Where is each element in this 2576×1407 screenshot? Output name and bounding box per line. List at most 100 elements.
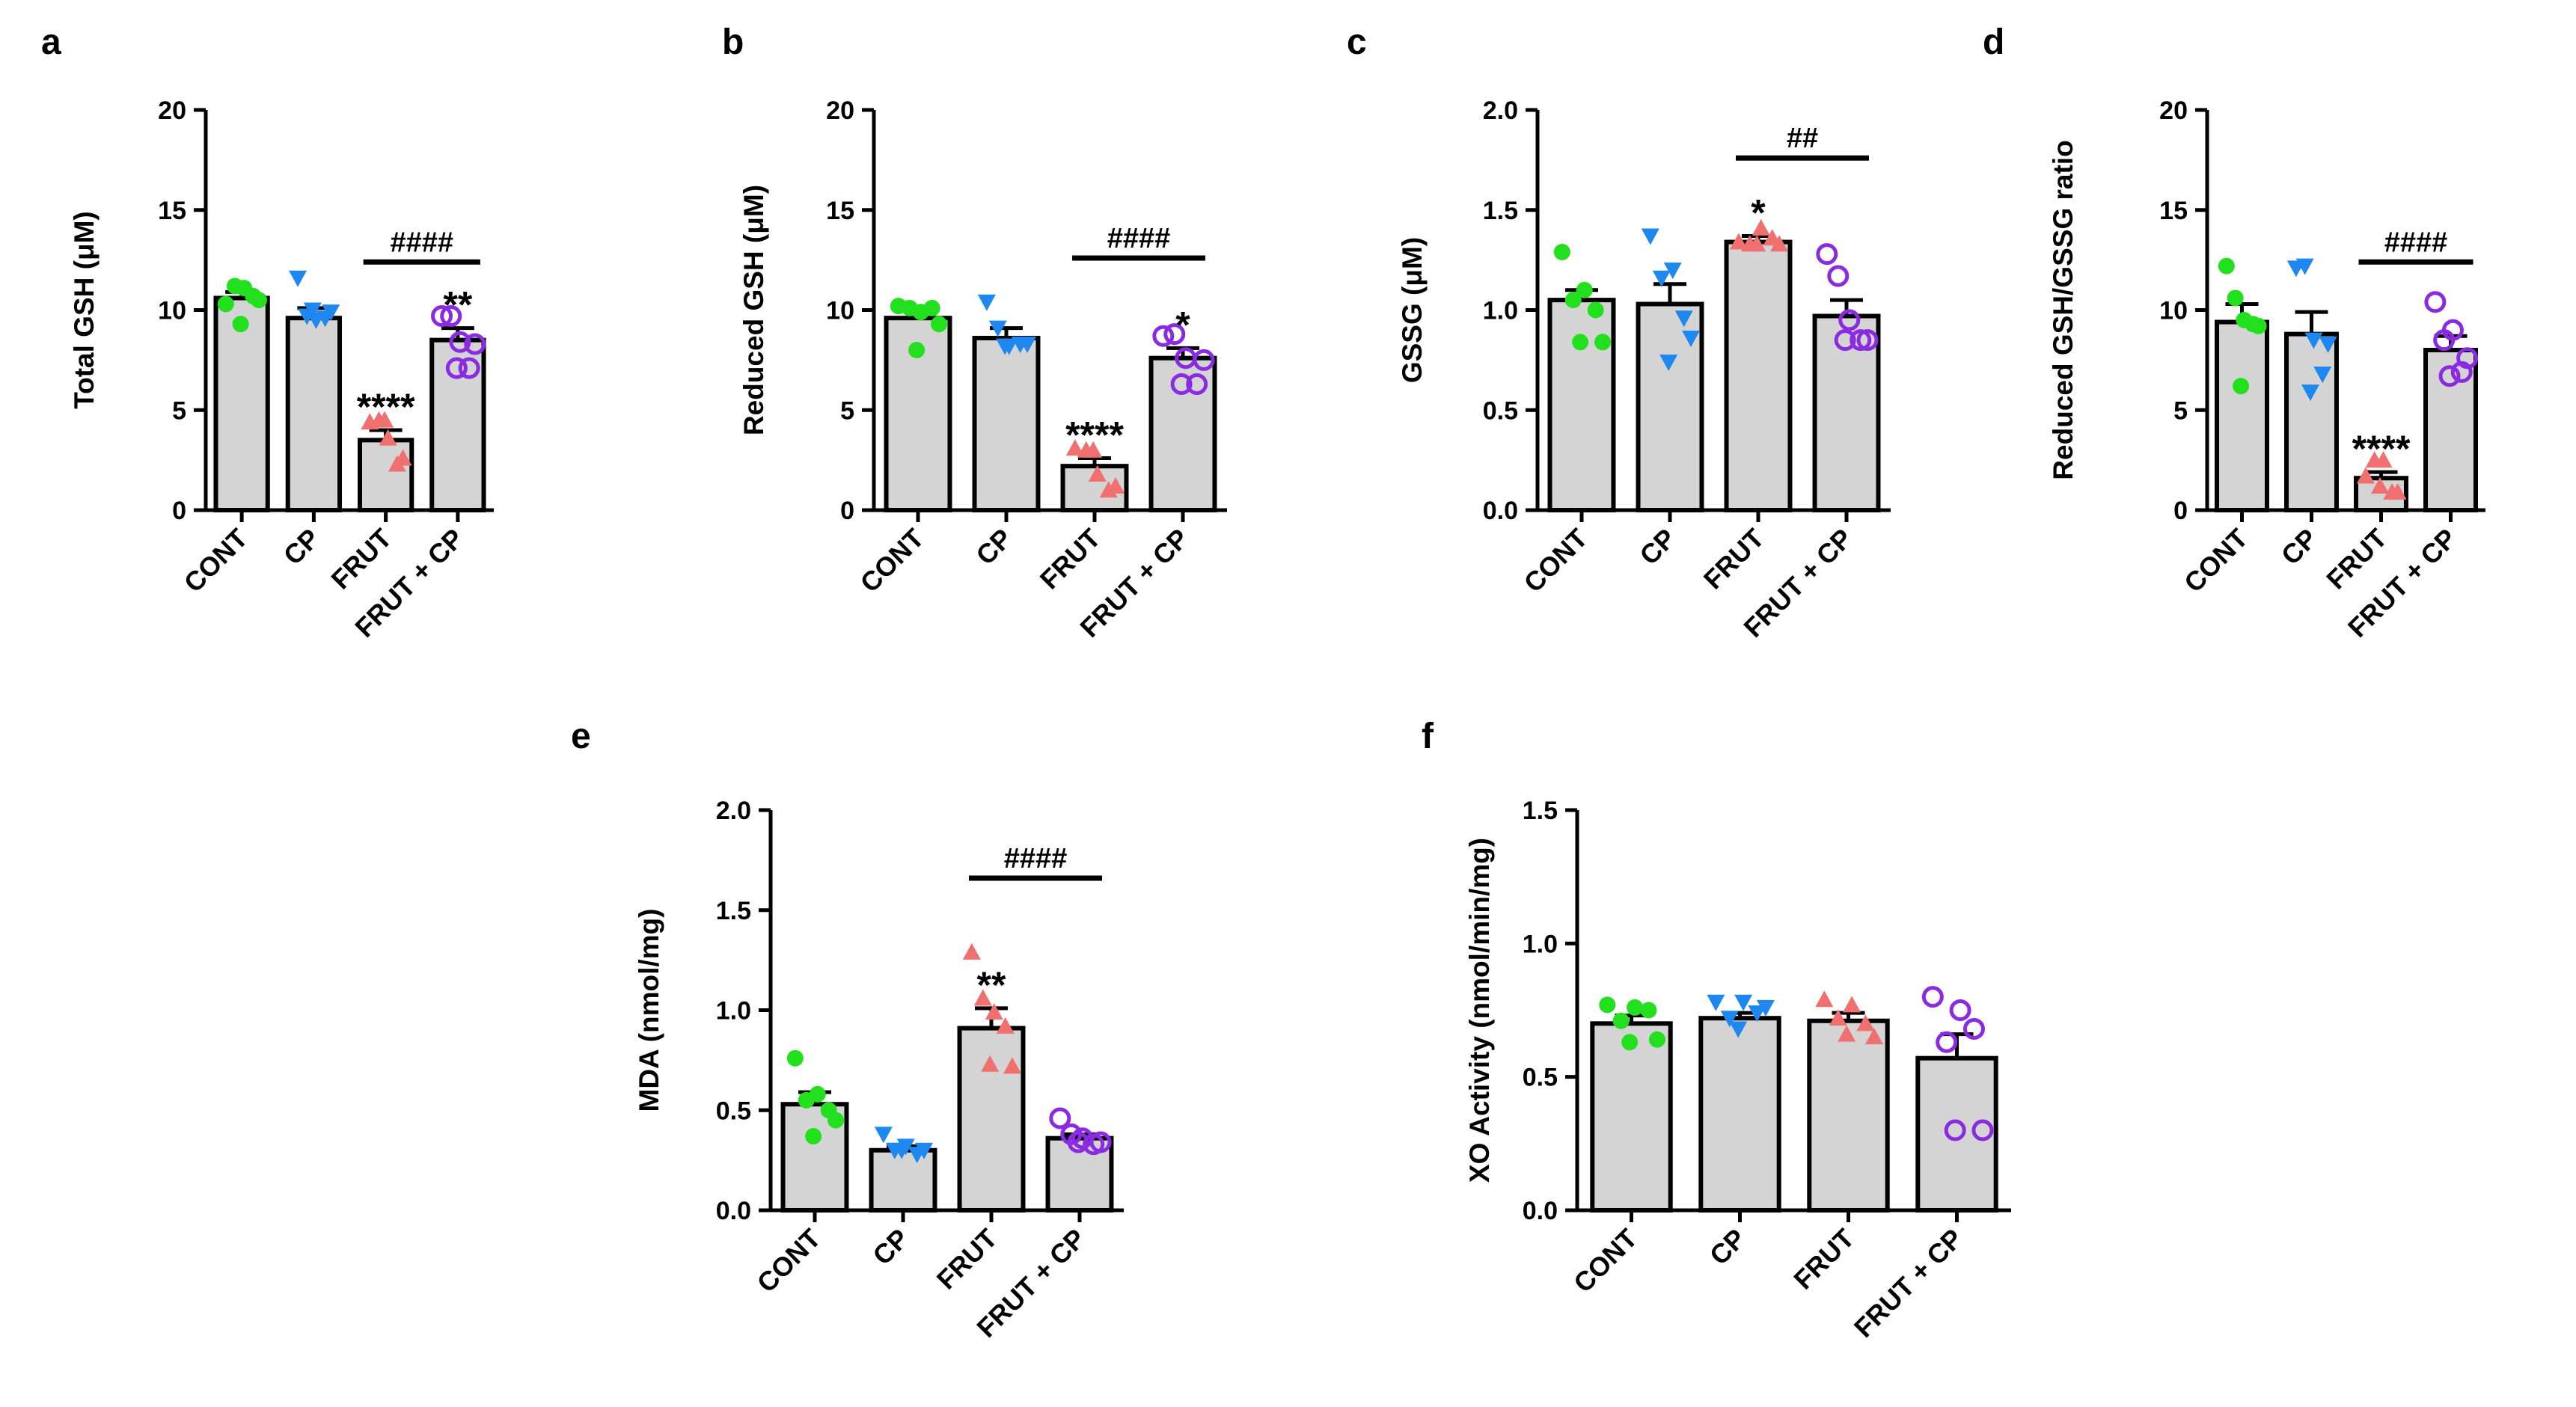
data-point (1612, 1012, 1630, 1029)
data-point (2233, 378, 2250, 395)
bar (285, 316, 343, 512)
data-point (996, 338, 1015, 355)
data-point (2319, 336, 2337, 353)
data-point (250, 292, 267, 309)
category-label: CP (278, 523, 325, 571)
data-point (449, 331, 471, 353)
data-point (1838, 309, 1861, 331)
data-point (2441, 319, 2464, 341)
data-point (2227, 289, 2244, 307)
bar (1590, 1021, 1673, 1213)
data-point (1663, 263, 1682, 279)
significance-label: **** (2352, 428, 2411, 470)
category-label: CP (970, 523, 1018, 571)
significance-label: * (1751, 192, 1766, 234)
data-point (1834, 329, 1856, 352)
data-point (2424, 291, 2447, 313)
data-point (1084, 441, 1103, 458)
y-tick-label: 15 (2159, 197, 2188, 225)
data-point (1734, 994, 1753, 1011)
data-point (1850, 329, 1872, 352)
category-label: CP (2275, 523, 2323, 571)
data-point (1065, 439, 1084, 456)
data-point (1843, 996, 1861, 1013)
data-point (1971, 1119, 1994, 1141)
y-tick-label: 5 (172, 396, 186, 425)
significance-label: **** (357, 386, 415, 428)
data-point (1949, 999, 1971, 1021)
y-axis-label: Reduced GSH/GSSG ratio (2048, 140, 2078, 479)
data-point (431, 305, 453, 328)
bar (869, 1147, 937, 1213)
category-label: CP (1633, 523, 1681, 571)
comparison-label: #### (2384, 227, 2448, 258)
data-point (915, 1142, 934, 1159)
data-point (464, 333, 486, 355)
category-label: CONT (751, 1223, 827, 1299)
bar (972, 335, 1041, 513)
y-tick-label: 20 (2159, 96, 2188, 125)
y-tick-label: 10 (826, 297, 854, 325)
y-tick-label: 0 (840, 497, 854, 525)
category-label: CONT (1518, 523, 1594, 598)
y-tick-label: 0.5 (1483, 396, 1518, 425)
y-tick-label: 15 (158, 197, 186, 225)
data-point (440, 305, 462, 328)
panel-letter: f (1422, 717, 1434, 756)
bar (1724, 239, 1793, 512)
data-point (1944, 1119, 1966, 1141)
data-point (1193, 349, 1215, 371)
data-point (1856, 329, 1879, 352)
y-tick-label: 0 (2173, 497, 2188, 525)
y-tick-label: 0.0 (716, 1197, 751, 1225)
panel-letter: b (722, 22, 744, 62)
y-tick-label: 10 (158, 297, 186, 325)
data-point (1707, 994, 1725, 1011)
y-axis-label: XO Activity (nmol/min/mg) (1464, 838, 1495, 1183)
data-point (1587, 301, 1604, 319)
panel-letter: e (571, 717, 591, 756)
data-point (1594, 334, 1612, 351)
y-tick-label: 1.0 (1483, 297, 1518, 325)
data-point (2456, 347, 2479, 370)
data-point (996, 1017, 1015, 1034)
bar (1698, 1016, 1781, 1213)
data-point (931, 316, 948, 333)
category-label: FRUT + CP (1848, 1223, 1968, 1343)
y-tick-label: 0.0 (1523, 1197, 1558, 1225)
y-axis-label: Reduced GSH (μM) (738, 185, 769, 435)
data-point (1152, 325, 1175, 347)
y-tick-label: 10 (2159, 297, 2188, 325)
y-tick-label: 1.0 (1523, 930, 1558, 958)
panel-letter: d (1983, 22, 2004, 62)
error-bar (2295, 310, 2328, 334)
data-point (1648, 1031, 1665, 1048)
data-point (1089, 1131, 1112, 1153)
chart-panel-e: e MDA (nmol/mg) ** 0.0 0.5 1.0 1.5 2.0 CONT CP FRU… (571, 717, 1124, 1343)
data-point (1170, 373, 1193, 395)
bar (2215, 319, 2269, 512)
data-point (1018, 336, 1037, 353)
chart-panel-f: f XO Activity (nmol/min/mg) 0.0 0.5 1.0 1.5 CO… (1422, 717, 2011, 1343)
data-point (1827, 265, 1850, 287)
category-label: CP (1704, 1223, 1752, 1271)
data-point (1621, 1034, 1639, 1051)
data-point (923, 299, 940, 316)
data-point (2301, 384, 2320, 402)
panel-letter: c (1347, 22, 1367, 62)
comparison-label: #### (390, 227, 453, 258)
data-point (394, 449, 412, 466)
data-point (1652, 270, 1671, 287)
data-point (1599, 996, 1616, 1014)
y-tick-label: 20 (826, 96, 854, 125)
data-point (1816, 243, 1838, 266)
data-point (2371, 476, 2390, 494)
bar (1060, 464, 1129, 513)
data-point (1856, 1014, 1875, 1032)
data-point (1864, 1028, 1883, 1045)
bar (2284, 331, 2339, 512)
data-point (908, 342, 926, 358)
data-point (2438, 365, 2461, 387)
y-tick-label: 0.0 (1483, 497, 1518, 525)
